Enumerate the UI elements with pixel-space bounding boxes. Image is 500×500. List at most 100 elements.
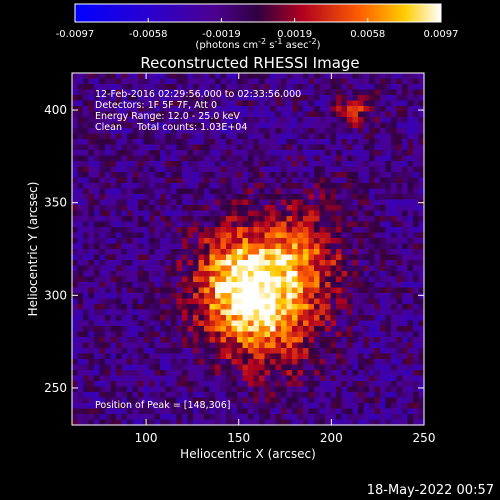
heatmap-cell [418, 364, 425, 371]
heatmap-cell [88, 392, 95, 399]
heatmap-cell [77, 227, 84, 234]
heatmap-cell [88, 254, 95, 261]
heatmap-cell [182, 221, 189, 228]
heatmap-cell [72, 150, 79, 157]
heatmap-cell [83, 260, 90, 267]
heatmap-cell [407, 232, 414, 239]
heatmap-cell [402, 117, 409, 124]
heatmap-cell [242, 183, 249, 190]
heatmap-cell [231, 238, 238, 245]
heatmap-cell [231, 249, 238, 256]
heatmap-cell [94, 348, 101, 355]
heatmap-cell [297, 293, 304, 300]
heatmap-cell [407, 271, 414, 278]
heatmap-cell [193, 419, 200, 426]
heatmap-cell [72, 139, 79, 146]
heatmap-cell [259, 150, 266, 157]
heatmap-cell [264, 221, 271, 228]
heatmap-cell [347, 216, 354, 223]
heatmap-cell [198, 221, 205, 228]
heatmap-cell [297, 238, 304, 245]
heatmap-cell [99, 337, 106, 344]
heatmap-cell [242, 144, 249, 151]
heatmap-cell [270, 414, 277, 421]
heatmap-cell [242, 348, 249, 355]
heatmap-cell [182, 381, 189, 388]
heatmap-cell [182, 419, 189, 426]
heatmap-cell [105, 370, 112, 377]
heatmap-cell [259, 342, 266, 349]
heatmap-cell [72, 271, 79, 278]
heatmap-cell [385, 155, 392, 162]
heatmap-cell [220, 419, 227, 426]
heatmap-cell [116, 139, 123, 146]
heatmap-cell [407, 381, 414, 388]
heatmap-cell [226, 260, 233, 267]
heatmap-cell [402, 386, 409, 393]
heatmap-cell [154, 326, 161, 333]
heatmap-cell [358, 265, 365, 272]
heatmap-cell [407, 150, 414, 157]
heatmap-cell [358, 210, 365, 217]
heatmap-cell [264, 320, 271, 327]
heatmap-cell [116, 128, 123, 135]
heatmap-cell [171, 232, 178, 239]
heatmap-cell [77, 320, 84, 327]
heatmap-cell [297, 183, 304, 190]
heatmap-cell [110, 304, 117, 311]
heatmap-cell [171, 73, 178, 80]
heatmap-cell [391, 150, 398, 157]
heatmap-cell [176, 199, 183, 206]
heatmap-cell [297, 386, 304, 393]
heatmap-cell [121, 161, 128, 168]
heatmap-cell [165, 144, 172, 151]
heatmap-cell [171, 210, 178, 217]
heatmap-cell [209, 122, 216, 129]
heatmap-cell [358, 386, 365, 393]
heatmap-cell [198, 364, 205, 371]
heatmap-cell [160, 265, 167, 272]
heatmap-cell [286, 84, 293, 91]
heatmap-cell [270, 254, 277, 261]
heatmap-cell [204, 364, 211, 371]
heatmap-cell [308, 397, 315, 404]
heatmap-cell [204, 298, 211, 305]
heatmap-cell [319, 403, 326, 410]
heatmap-cell [110, 375, 117, 382]
heatmap-cell [308, 260, 315, 267]
heatmap-cell [407, 309, 414, 316]
heatmap-cell [374, 144, 381, 151]
heatmap-cell [319, 188, 326, 195]
heatmap-cell [413, 309, 420, 316]
heatmap-cell [209, 282, 216, 289]
heatmap-cell [165, 408, 172, 415]
heatmap-cell [314, 84, 321, 91]
heatmap-cell [391, 221, 398, 228]
heatmap-cell [402, 188, 409, 195]
heatmap-cell [396, 128, 403, 135]
heatmap-cell [127, 183, 134, 190]
heatmap-cell [286, 326, 293, 333]
heatmap-cell [198, 161, 205, 168]
heatmap-cell [226, 78, 233, 85]
heatmap-cell [325, 353, 332, 360]
heatmap-cell [352, 139, 359, 146]
heatmap-cell [149, 315, 156, 322]
heatmap-cell [176, 232, 183, 239]
heatmap-cell [418, 331, 425, 338]
heatmap-cell [308, 304, 315, 311]
heatmap-cell [127, 155, 134, 162]
heatmap-cell [413, 408, 420, 415]
heatmap-cell [105, 73, 112, 80]
heatmap-cell [418, 309, 425, 316]
heatmap-cell [308, 326, 315, 333]
heatmap-cell [182, 73, 189, 80]
heatmap-cell [253, 183, 260, 190]
heatmap-cell [385, 216, 392, 223]
heatmap-cell [314, 232, 321, 239]
heatmap-cell [413, 177, 420, 184]
heatmap-cell [204, 265, 211, 272]
heatmap-cell [204, 232, 211, 239]
heatmap-cell [72, 89, 79, 96]
heatmap-cell [231, 232, 238, 239]
